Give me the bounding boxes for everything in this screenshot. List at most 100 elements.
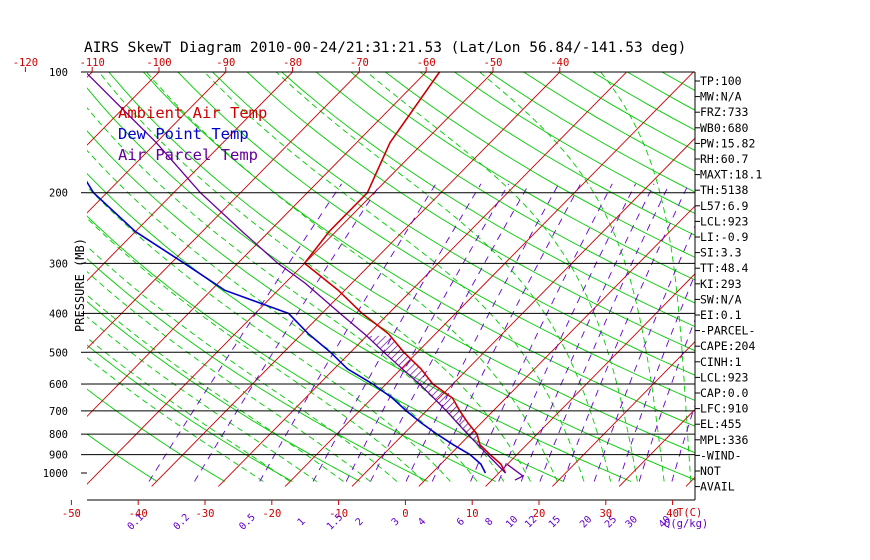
dry-adiabat-line bbox=[87, 215, 496, 482]
isotherm-line bbox=[87, 72, 494, 485]
mixing-ratio-tick-label: 20 bbox=[578, 514, 594, 530]
dry-adiabat-line bbox=[661, 72, 695, 92]
series-line-dewpoint bbox=[87, 180, 487, 474]
bottom-temp-tick-label: -50 bbox=[62, 508, 81, 520]
index-label: CAPE:204 bbox=[700, 339, 755, 353]
isotherm-line bbox=[618, 408, 695, 487]
index-label: AVAIL bbox=[700, 480, 735, 494]
mixing-ratio-line bbox=[259, 183, 437, 482]
pressure-tick-label: 600 bbox=[49, 379, 68, 391]
index-label: NOT bbox=[700, 464, 721, 478]
isotherm-line bbox=[87, 72, 361, 350]
index-label: LCL:923 bbox=[700, 214, 749, 228]
moist-adiabat-line bbox=[87, 107, 505, 482]
dry-adiabat-line bbox=[766, 72, 870, 482]
isotherm-line bbox=[552, 340, 695, 487]
pressure-tick-label: 400 bbox=[49, 308, 68, 320]
mixing-ratio-tick-label: 3 bbox=[390, 516, 402, 528]
mixing-ratio-line bbox=[370, 183, 530, 482]
mixing-ratio-tick-label: 8 bbox=[484, 516, 496, 528]
index-label: -PARCEL- bbox=[700, 324, 755, 338]
index-label: PW:15.82 bbox=[700, 136, 755, 150]
mixing-ratio-line bbox=[498, 183, 637, 482]
mixing-ratio-line bbox=[345, 183, 510, 482]
index-label: LCL:923 bbox=[700, 370, 749, 384]
mixing-ratio-line bbox=[148, 183, 342, 482]
dry-adiabat-line bbox=[87, 344, 293, 482]
bottom-temp-tick-label: 0 bbox=[402, 508, 408, 520]
isotherm-line bbox=[87, 72, 160, 146]
mixing-ratio-tick-label: 15 bbox=[547, 514, 563, 530]
dry-adiabat-line bbox=[315, 72, 695, 304]
moist-adiabat-line bbox=[479, 72, 665, 482]
top-temp-tick-label: -40 bbox=[550, 57, 569, 69]
mixing-ratio-line bbox=[638, 318, 695, 482]
dry-adiabat-line bbox=[87, 388, 225, 482]
index-label: MAXT:18.1 bbox=[700, 168, 762, 182]
mixing-ratio-tick-label: 30 bbox=[624, 514, 640, 530]
mixing-ratio-line bbox=[520, 183, 655, 482]
bottom-temp-tick-label: 20 bbox=[533, 508, 546, 520]
index-label: MW:N/A bbox=[700, 90, 742, 104]
pressure-tick-label: 200 bbox=[49, 188, 68, 200]
series-lines bbox=[87, 72, 507, 474]
index-label: TP:100 bbox=[700, 74, 742, 88]
top-temp-tick-label: -70 bbox=[350, 57, 369, 69]
isotherm-line bbox=[0, 54, 43, 487]
mixing-ratio-line bbox=[470, 183, 613, 482]
index-label: TH:5138 bbox=[700, 183, 749, 197]
mixing-ratio-line bbox=[593, 224, 695, 482]
chart-title: AIRS SkewT Diagram 2010-00-24/21:31:21.5… bbox=[84, 40, 686, 56]
mixing-ratio-line bbox=[562, 183, 690, 482]
mixing-ratio-label: Q(g/kg) bbox=[664, 518, 708, 530]
moist-adiabat-line bbox=[87, 337, 291, 482]
isotherms bbox=[0, 54, 695, 487]
index-label: FRZ:733 bbox=[700, 105, 749, 119]
bottom-temp-tick-label: -20 bbox=[262, 508, 281, 520]
dry-adiabat-line bbox=[523, 72, 695, 172]
index-label: SW:N/A bbox=[700, 292, 742, 306]
dry-adiabat-line bbox=[177, 72, 695, 401]
pressure-tick-label: 1000 bbox=[43, 468, 68, 480]
isotherm-line bbox=[351, 137, 695, 487]
top-temp-tick-label: -50 bbox=[484, 57, 503, 69]
bottom-temp-tick-label: -30 bbox=[196, 508, 215, 520]
dry-adiabat-line bbox=[87, 87, 695, 481]
moist-adiabat-line bbox=[146, 72, 558, 482]
moist-adiabat-line bbox=[87, 149, 478, 482]
index-label: LFC:910 bbox=[700, 402, 749, 416]
index-label: KI:293 bbox=[700, 277, 742, 291]
dry-adiabat-line bbox=[143, 72, 695, 427]
mixing-ratio-line bbox=[671, 403, 695, 482]
moist-adiabats bbox=[87, 72, 692, 482]
moist-adiabat-line bbox=[204, 72, 585, 482]
index-label: CAP:0.0 bbox=[700, 386, 749, 400]
mixing-ratio-tick-label: 4 bbox=[416, 516, 428, 528]
series-line-ambient bbox=[303, 72, 507, 474]
dry-adiabat-line bbox=[419, 72, 695, 236]
isotherm-line bbox=[485, 273, 695, 487]
dry-adiabat-line bbox=[87, 172, 564, 482]
moist-adiabat-line bbox=[87, 245, 398, 482]
moist-adiabat-line bbox=[366, 72, 638, 482]
bottom-temp-tick-label: 30 bbox=[599, 508, 612, 520]
moist-adiabat-line bbox=[87, 185, 451, 482]
bottom-temp-tick-label: 10 bbox=[466, 508, 479, 520]
top-temp-tick-label: -100 bbox=[146, 57, 171, 69]
top-temp-tick-label: -120 bbox=[13, 57, 38, 69]
dry-adiabat-line bbox=[212, 72, 695, 376]
x-axis-label: T(C) bbox=[677, 507, 702, 519]
dry-adiabat-line bbox=[835, 72, 870, 482]
series-line-parcel bbox=[87, 72, 506, 474]
moist-adiabat-line bbox=[275, 72, 612, 482]
pressure-tick-label: 800 bbox=[49, 429, 68, 441]
index-label: RH:60.7 bbox=[700, 152, 749, 166]
pressure-tick-label: 900 bbox=[49, 450, 68, 462]
mixing-ratio-lines bbox=[148, 183, 695, 482]
moist-adiabat-line bbox=[87, 271, 371, 482]
bottom-temp-tick-label: -40 bbox=[129, 508, 148, 520]
y-axis-label: PRESSURE (MB) bbox=[73, 238, 87, 332]
legend-dewpoint: Dew Point Temp bbox=[118, 125, 249, 143]
